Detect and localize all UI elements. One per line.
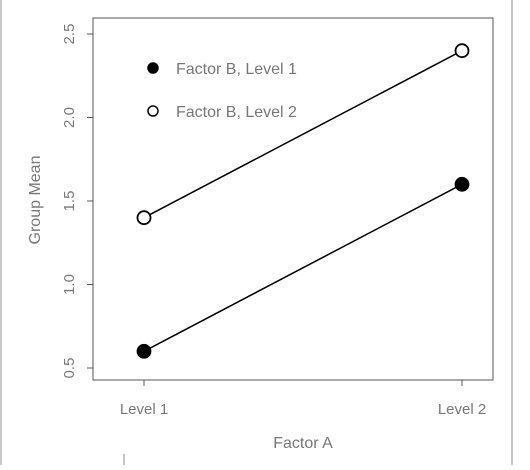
y-tick-label: 2.0 xyxy=(61,107,78,128)
y-tick-label: 1.5 xyxy=(61,191,78,212)
series-line-2 xyxy=(143,50,463,219)
y-tick-label: 2.5 xyxy=(61,24,78,45)
y-tick-label: 1.0 xyxy=(61,274,78,295)
series-line-1 xyxy=(143,183,463,352)
y-axis-title: Group Mean xyxy=(27,156,44,245)
data-point-series-2-2 xyxy=(454,43,470,59)
x-axis: Level 1 Level 2 xyxy=(120,380,486,418)
x-axis-title: Factor A xyxy=(273,435,333,452)
data-point-series-1-2 xyxy=(454,176,470,192)
legend-marker-open xyxy=(147,105,159,117)
legend: Factor B, Level 1 Factor B, Level 2 xyxy=(147,61,297,121)
legend-label-series-2: Factor B, Level 2 xyxy=(176,104,297,121)
y-tick-label: 0.5 xyxy=(61,358,78,379)
data-point-series-2-1 xyxy=(136,210,152,226)
x-tick-label: Level 2 xyxy=(438,401,486,418)
series-lines xyxy=(143,50,463,352)
x-tick-label: Level 1 xyxy=(120,401,168,418)
series-points xyxy=(136,43,470,359)
data-point-series-1-1 xyxy=(136,343,152,359)
plot-frame xyxy=(92,17,494,381)
legend-label-series-1: Factor B, Level 1 xyxy=(176,61,297,78)
legend-marker-filled xyxy=(147,62,159,74)
y-axis: 0.5 1.0 1.5 2.0 2.5 xyxy=(61,24,93,379)
